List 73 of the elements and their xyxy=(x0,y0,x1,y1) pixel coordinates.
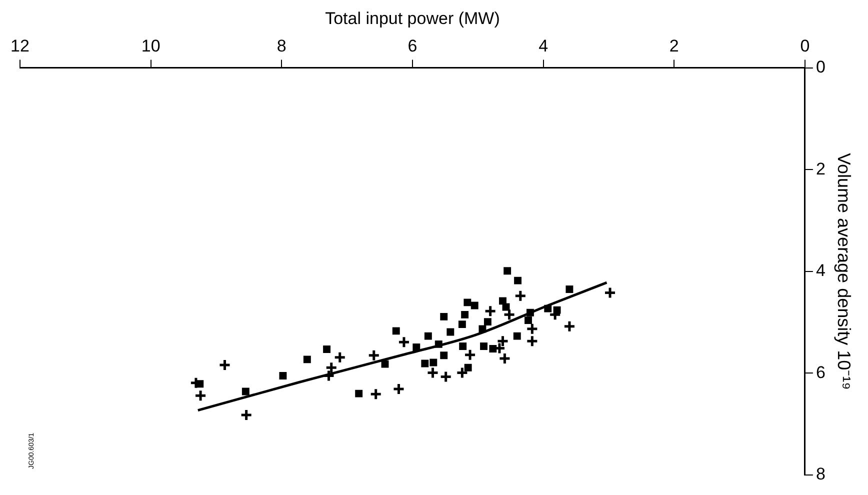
point xyxy=(279,372,287,380)
x-axis-title: Total input power (MW) xyxy=(325,8,500,28)
point xyxy=(440,312,448,320)
y-tick-label: 4 xyxy=(816,261,826,280)
point xyxy=(514,290,527,302)
point xyxy=(502,303,510,311)
point xyxy=(480,342,488,350)
point xyxy=(513,332,521,340)
point xyxy=(563,320,576,333)
point xyxy=(553,306,561,314)
point xyxy=(470,302,478,310)
line-series xyxy=(196,281,608,412)
point xyxy=(489,345,497,352)
point xyxy=(242,388,250,396)
point xyxy=(398,336,410,348)
point xyxy=(440,352,448,360)
point xyxy=(526,334,538,348)
point xyxy=(325,361,338,374)
point xyxy=(504,267,512,275)
point xyxy=(496,334,509,348)
point xyxy=(503,308,516,321)
point xyxy=(514,276,522,284)
point xyxy=(196,380,204,388)
point xyxy=(604,286,616,300)
point xyxy=(421,360,429,368)
point xyxy=(381,360,389,368)
y-tick-label: 6 xyxy=(816,362,826,382)
point xyxy=(484,304,497,318)
point xyxy=(323,346,331,353)
point xyxy=(464,364,472,372)
point xyxy=(461,310,469,318)
point xyxy=(218,358,231,372)
point xyxy=(464,298,472,306)
point xyxy=(446,328,454,336)
y-tick-label: 8 xyxy=(816,464,826,484)
point xyxy=(430,358,438,366)
y-tick-label: 0 xyxy=(816,57,826,76)
point xyxy=(392,382,405,396)
point xyxy=(484,318,492,326)
point xyxy=(434,340,442,348)
point xyxy=(303,356,311,364)
point xyxy=(459,342,467,350)
point xyxy=(526,308,534,316)
point xyxy=(368,349,380,362)
y-axis-title: Volume average density 10⁻¹⁹ xyxy=(834,152,854,390)
point xyxy=(194,389,207,402)
point xyxy=(498,352,511,365)
x-tick-label: 8 xyxy=(276,36,286,56)
point xyxy=(566,285,574,293)
point xyxy=(370,388,382,400)
point xyxy=(544,304,552,312)
point xyxy=(426,366,439,379)
point xyxy=(240,408,253,422)
point xyxy=(334,351,346,364)
point xyxy=(424,332,432,340)
point xyxy=(524,316,532,324)
x-tick-label: 12 xyxy=(10,36,30,56)
point xyxy=(464,348,476,362)
x-tick-label: 2 xyxy=(669,36,679,56)
point xyxy=(392,327,400,335)
point xyxy=(440,370,452,384)
x-tick-label: 0 xyxy=(800,36,810,56)
point xyxy=(499,297,506,305)
point xyxy=(456,366,468,379)
point xyxy=(412,344,420,351)
point xyxy=(458,320,466,328)
x-tick-label: 6 xyxy=(408,36,418,56)
x-tick-label: 10 xyxy=(141,36,160,56)
x-tick-label: 4 xyxy=(538,36,548,56)
y-tick-label: 2 xyxy=(816,159,826,178)
point xyxy=(478,325,486,333)
point xyxy=(526,322,538,336)
point xyxy=(355,390,363,398)
